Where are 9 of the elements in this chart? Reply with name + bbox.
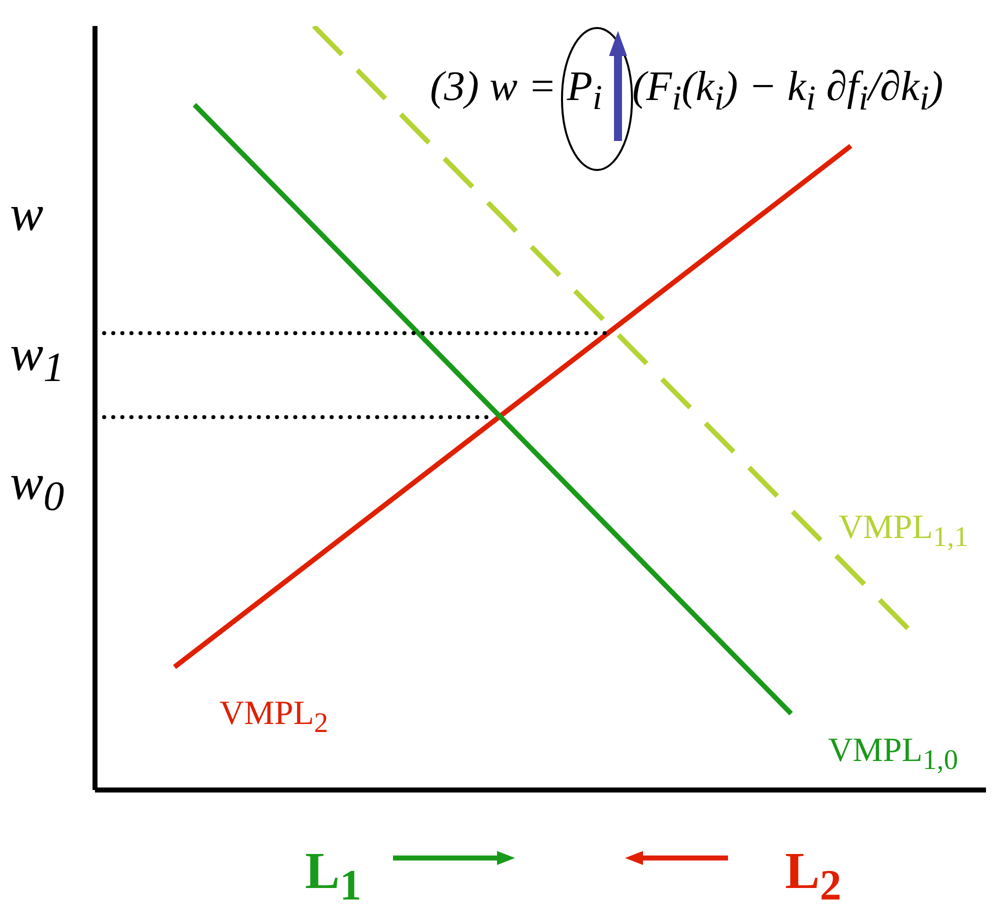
series-label: VMPL$_{1,1}$ [838, 509, 968, 553]
text: w$_{1}$ [10, 325, 64, 392]
text: L$_{2}$ [785, 843, 842, 910]
chart-title: (3) w = P$_{i}$(F$_{i}$(k$_{i}$) − k$_{i}$ ∂f$_{i}$/∂k$_{i}$) [430, 64, 944, 118]
y-axis-title: w [10, 185, 44, 241]
text: L$_{1}$ [305, 843, 362, 910]
series-label: VMPL$_{1,0}$ [828, 732, 958, 776]
series-label: VMPL$_{2}$ [220, 694, 328, 739]
text: w$_{0}$ [10, 454, 64, 520]
